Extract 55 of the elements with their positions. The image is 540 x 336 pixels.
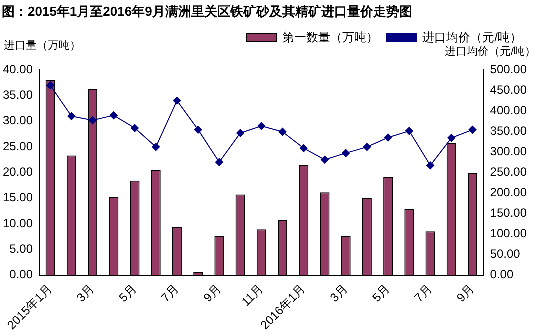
point: [46, 82, 55, 90]
chart-title: 图：2015年1月至2016年9月满洲里关区铁矿砂及其精矿进口量价走势图: [1, 3, 414, 21]
point: [320, 156, 329, 164]
y-tick-label: 20.00: [3, 164, 34, 179]
point: [215, 158, 224, 166]
y2-tick-label: 50.00: [490, 247, 521, 262]
point: [405, 127, 414, 136]
y2-tick-label: 150.00: [490, 206, 528, 220]
legend-label: 进口均价（元/吨）: [422, 30, 522, 44]
x-tick-label: 5月: [116, 282, 140, 306]
point: [68, 112, 76, 120]
point: [236, 129, 245, 138]
y2-tick-label: 500.00: [490, 62, 528, 76]
y2-tick-label: 0.00: [490, 268, 514, 282]
y-tick-label: 30.00: [3, 114, 34, 128]
y-tick-label: 10.00: [3, 216, 34, 230]
y-axis-title: 进口量（万吨）: [4, 39, 81, 53]
point: [258, 122, 266, 130]
y-tick-label: 15.00: [3, 190, 34, 205]
y-tick-label: 0.00: [10, 268, 34, 282]
point: [384, 134, 392, 142]
point: [468, 126, 477, 134]
y2-tick-label: 100.00: [490, 226, 528, 241]
x-tick-label: 3月: [327, 282, 351, 306]
y2-tick-label: 400.00: [490, 103, 528, 118]
x-tick-label: 11月: [238, 282, 266, 310]
y2-tick-label: 250.00: [490, 164, 528, 179]
point: [152, 143, 160, 152]
x-tick-label: 7月: [412, 282, 435, 306]
x-tick-label: 3月: [74, 282, 98, 306]
point: [131, 124, 140, 132]
point: [173, 96, 182, 105]
point: [194, 126, 202, 134]
y2-tick-label: 300.00: [490, 144, 528, 158]
x-tick-label: 5月: [370, 282, 393, 306]
y2-tick-label: 450.00: [490, 82, 528, 97]
y2-tick-label: 200.00: [490, 185, 528, 200]
point: [88, 116, 97, 124]
y-tick-label: 5.00: [10, 242, 34, 256]
y-tick-label: 40.00: [3, 62, 34, 76]
legend-label: 第一数量（万吨）: [282, 30, 379, 44]
point: [342, 149, 350, 158]
point: [426, 162, 435, 170]
y-tick-label: 25.00: [3, 139, 34, 154]
y-tick-label: 35.00: [3, 88, 34, 102]
point: [363, 143, 372, 152]
y2-axis-title: 进口均价（元/吨）: [444, 45, 536, 59]
x-tick-label: 9月: [454, 282, 478, 306]
point: [300, 144, 308, 152]
point: [110, 112, 118, 120]
x-tick-label: 9月: [200, 282, 224, 306]
point: [448, 134, 456, 142]
y2-tick-label: 350.00: [490, 124, 528, 138]
x-tick-label: 7月: [158, 282, 182, 306]
point: [278, 128, 287, 136]
